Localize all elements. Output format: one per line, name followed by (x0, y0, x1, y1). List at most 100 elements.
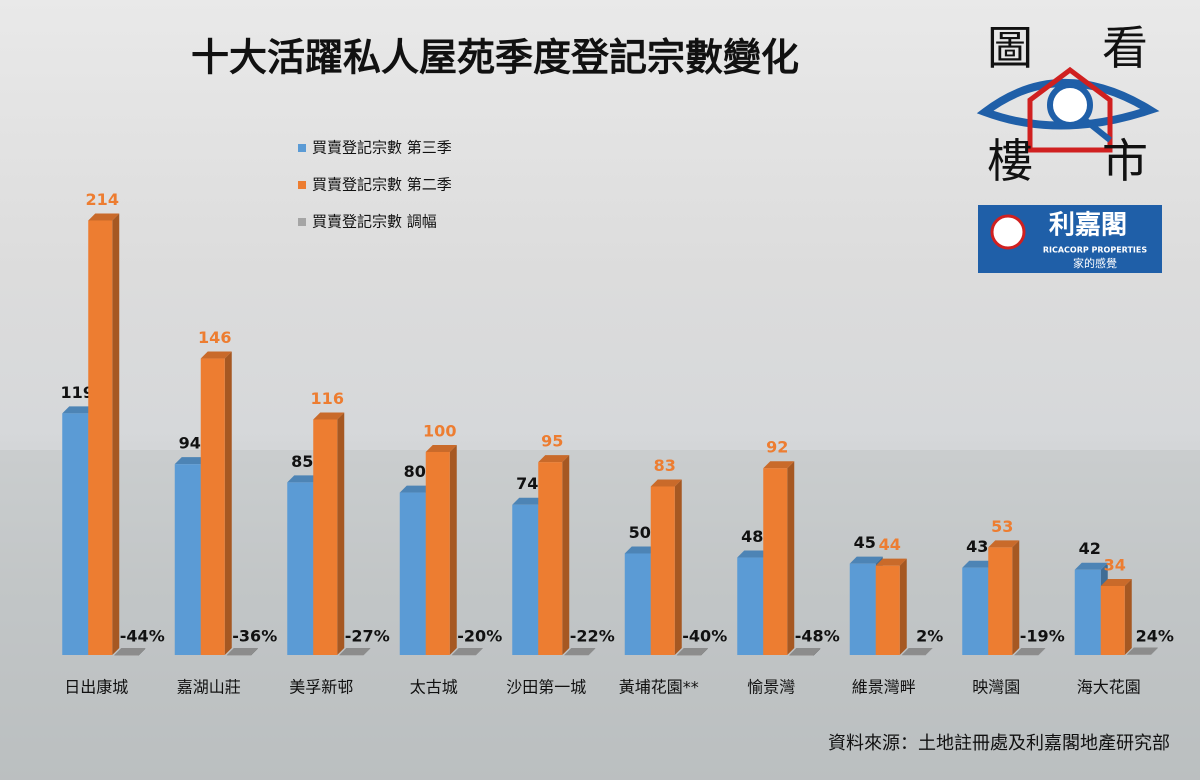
bar (1126, 654, 1151, 656)
legend-label: 買賣登記宗數 第二季 (312, 176, 452, 194)
bar-top (650, 479, 682, 487)
value-label: 45 (854, 533, 876, 552)
value-label: 53 (991, 517, 1013, 536)
bar-top (1074, 562, 1108, 570)
bar (339, 655, 364, 656)
value-label: -36% (232, 627, 277, 646)
x-tick-label: 維景灣畔 (852, 678, 916, 697)
bar (114, 655, 139, 656)
x-tick-label: 嘉湖山莊 (177, 678, 241, 697)
bar-side (787, 461, 795, 655)
bar-top (988, 540, 1020, 548)
bar-top (538, 455, 570, 463)
bar-top (737, 550, 771, 558)
bar-side (1124, 578, 1132, 655)
legend-swatch (298, 181, 306, 189)
bar (538, 462, 563, 655)
value-label: 74 (516, 474, 538, 493)
bar (650, 486, 675, 655)
bar (88, 220, 113, 656)
value-label: 48 (741, 527, 763, 546)
value-label: 43 (966, 537, 988, 556)
bar (789, 655, 814, 656)
value-label: 50 (629, 523, 651, 542)
value-label: 214 (86, 190, 119, 209)
value-label: 94 (179, 434, 201, 453)
bar (1074, 569, 1101, 655)
bar (875, 565, 900, 655)
legend-label: 買賣登記宗數 第三季 (312, 139, 452, 157)
bar-side (1012, 540, 1020, 655)
value-label: -19% (1020, 627, 1065, 646)
bar-top (962, 560, 996, 568)
bar-side (112, 213, 120, 656)
bar-top (451, 648, 483, 655)
bar (512, 504, 539, 655)
bar (1100, 585, 1125, 655)
source: 資料來源：土地註冊處及利嘉閣地產研究部 (828, 733, 1170, 754)
bar-top (174, 457, 208, 465)
brand: 利嘉閣 (1049, 211, 1127, 241)
bar-side (1038, 648, 1046, 656)
value-label: -48% (795, 627, 840, 646)
value-label: 92 (766, 438, 788, 457)
bar (1014, 655, 1039, 656)
x-tick-label: 日出康城 (64, 678, 128, 697)
bar (425, 451, 450, 655)
bar-side (925, 647, 933, 655)
value-label: 34 (1104, 555, 1126, 574)
legend-label: 買賣登記宗數 調幅 (312, 213, 437, 231)
bar (451, 655, 476, 656)
chart-title: 十大活躍私人屋苑季度登記宗數變化 (191, 36, 799, 80)
value-label: -27% (345, 627, 390, 646)
x-tick-label: 映灣園 (972, 678, 1020, 697)
value-label: -20% (457, 627, 502, 646)
bar-top (789, 648, 821, 655)
bar (313, 419, 338, 655)
bar-top (1100, 578, 1132, 586)
bar-top (287, 475, 321, 483)
x-tick-label: 沙田第一城 (506, 678, 586, 697)
value-label: 42 (1079, 539, 1101, 558)
value-label: 100 (423, 421, 456, 440)
logo-handle (1083, 117, 1112, 143)
value-label: 24% (1136, 627, 1174, 646)
x-tick-label: 美孚新邨 (289, 678, 353, 697)
logo-house (1027, 66, 1113, 153)
bar-side (899, 558, 907, 655)
value-label: 85 (291, 452, 313, 471)
bar-top (313, 412, 345, 420)
bar-top (62, 406, 96, 414)
value-label: -22% (570, 627, 615, 646)
bar-top (114, 648, 146, 655)
value-label: -40% (682, 627, 727, 646)
bar (564, 655, 589, 656)
logo-char: 圖 (987, 21, 1033, 75)
logo: 圖 看 樓 市 利嘉閣 RICACORP PROPERTIES 家的感覺 (976, 21, 1162, 273)
bar-top (849, 556, 883, 564)
bar-top (399, 485, 433, 493)
bar-side (475, 648, 483, 656)
bar-side (224, 351, 232, 655)
bar (624, 553, 651, 655)
bar (200, 358, 225, 655)
bar-top (512, 497, 546, 505)
bar (399, 492, 426, 655)
bar-top (88, 213, 120, 221)
value-label: 44 (879, 535, 901, 554)
bar-side (337, 412, 345, 655)
logo-char: 看 (1102, 21, 1148, 75)
bar (226, 655, 251, 656)
brand-en: RICACORP PROPERTIES (1043, 246, 1148, 255)
value-label: 83 (654, 456, 676, 475)
bar (676, 655, 701, 656)
legend-swatch (298, 218, 306, 226)
bar-side (363, 648, 371, 656)
bar-side (674, 479, 682, 655)
brand-mark (990, 214, 1026, 250)
logo-eye (976, 79, 1160, 130)
value-label: -44% (120, 627, 165, 646)
value-label: 2% (916, 627, 943, 646)
